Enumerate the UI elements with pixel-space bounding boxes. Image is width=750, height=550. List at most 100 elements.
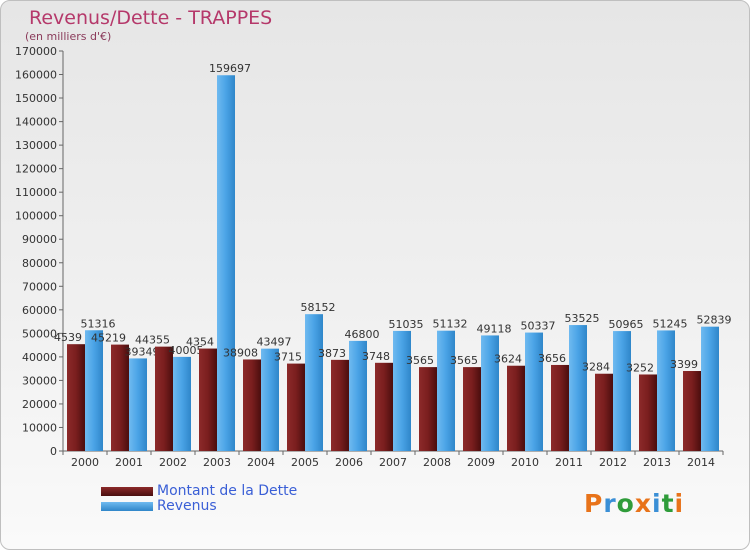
bar-dette [243, 359, 261, 451]
x-tick-label: 2001 [115, 456, 143, 469]
bar-dette [155, 346, 173, 451]
data-label-revenus: 46800 [345, 328, 380, 341]
y-tick-label: 140000 [15, 116, 57, 129]
x-tick-label: 2006 [335, 456, 363, 469]
bar-dette [375, 362, 393, 451]
bar-dette [683, 371, 701, 451]
bar-revenus [261, 348, 279, 451]
data-label-revenus: 58152 [301, 301, 336, 314]
x-tick-label: 2004 [247, 456, 275, 469]
data-label-dette: 3715 [274, 351, 302, 364]
data-label-dette: 44355 [135, 334, 170, 347]
y-tick-label: 80000 [22, 257, 57, 270]
proxiti-logo: Proxiti [584, 489, 685, 518]
y-tick-label: 10000 [22, 421, 57, 434]
y-tick-label: 20000 [22, 398, 57, 411]
x-tick-label: 2003 [203, 456, 231, 469]
legend-swatch-dette [101, 487, 153, 496]
y-tick-label: 120000 [15, 163, 57, 176]
x-tick-label: 2012 [599, 456, 627, 469]
data-label-dette: 3565 [450, 354, 478, 367]
data-label-dette: 3748 [362, 350, 390, 363]
y-tick-label: 100000 [15, 210, 57, 223]
chart-subtitle: (en milliers d'€) [25, 30, 112, 43]
data-label-revenus: 39349 [125, 345, 160, 358]
legend-label-dette: Montant de la Dette [157, 483, 298, 499]
data-label-dette: 4539 [54, 331, 82, 344]
bar-revenus [393, 330, 411, 451]
bar-revenus [657, 330, 675, 451]
data-label-revenus: 52839 [697, 314, 732, 327]
data-label-dette: 45219 [91, 332, 126, 345]
bar-dette [199, 348, 217, 451]
bar-revenus [525, 332, 543, 451]
x-tick-label: 2007 [379, 456, 407, 469]
data-label-dette: 3624 [494, 353, 522, 366]
legend-swatch-revenus [101, 502, 153, 511]
x-tick-label: 2011 [555, 456, 583, 469]
x-tick-label: 2000 [71, 456, 99, 469]
bar-dette [331, 359, 349, 451]
x-tick-label: 2002 [159, 456, 187, 469]
y-tick-label: 110000 [15, 186, 57, 199]
x-tick-label: 2010 [511, 456, 539, 469]
data-label-revenus: 51035 [389, 318, 424, 331]
y-tick-label: 50000 [22, 327, 57, 340]
bar-revenus [305, 314, 323, 451]
bar-revenus [701, 326, 719, 451]
data-label-revenus: 43497 [257, 336, 292, 349]
y-tick-label: 0 [50, 445, 57, 458]
y-tick-label: 40000 [22, 351, 57, 364]
bar-revenus [613, 331, 631, 451]
data-label-revenus: 51245 [653, 317, 688, 330]
y-tick-label: 70000 [22, 280, 57, 293]
bar-revenus [569, 325, 587, 451]
y-tick-label: 30000 [22, 374, 57, 387]
data-label-revenus: 53525 [565, 312, 600, 325]
y-tick-label: 130000 [15, 139, 57, 152]
bar-revenus [437, 330, 455, 451]
y-tick-label: 60000 [22, 304, 57, 317]
data-label-revenus: 40005 [169, 344, 204, 357]
data-label-dette: 3656 [538, 352, 566, 365]
bar-dette [111, 344, 129, 451]
legend-label-revenus: Revenus [157, 498, 217, 514]
bar-dette [463, 367, 481, 451]
bar-revenus [129, 358, 147, 451]
bar-revenus [349, 340, 367, 451]
bar-dette [595, 373, 613, 451]
bar-dette [507, 365, 525, 451]
x-tick-label: 2008 [423, 456, 451, 469]
bar-revenus [481, 335, 499, 451]
y-tick-label: 160000 [15, 69, 57, 82]
bar-dette [551, 364, 569, 451]
bar-dette [419, 367, 437, 451]
data-label-revenus: 159697 [209, 62, 251, 75]
data-label-revenus: 51132 [433, 318, 468, 331]
data-label-revenus: 50337 [521, 320, 556, 333]
bar-revenus [217, 75, 235, 451]
bar-dette [67, 344, 85, 451]
chart-title: Revenus/Dette - TRAPPES [29, 7, 273, 29]
bar-revenus [173, 356, 191, 451]
data-label-dette: 4354 [186, 336, 214, 349]
data-label-dette: 3284 [582, 361, 610, 374]
bar-dette [287, 363, 305, 451]
bar-dette [639, 374, 657, 451]
x-tick-label: 2014 [687, 456, 715, 469]
data-label-dette: 3252 [626, 361, 654, 374]
bar-revenus [85, 330, 103, 451]
data-label-dette: 3873 [318, 347, 346, 360]
y-tick-label: 170000 [15, 45, 57, 58]
y-tick-label: 90000 [22, 233, 57, 246]
data-label-dette: 3565 [406, 354, 434, 367]
x-tick-label: 2005 [291, 456, 319, 469]
x-tick-label: 2009 [467, 456, 495, 469]
data-label-dette: 38908 [223, 346, 258, 359]
data-label-dette: 3399 [670, 358, 698, 371]
data-label-revenus: 49118 [477, 322, 512, 335]
y-tick-label: 150000 [15, 92, 57, 105]
data-label-revenus: 51316 [81, 317, 116, 330]
